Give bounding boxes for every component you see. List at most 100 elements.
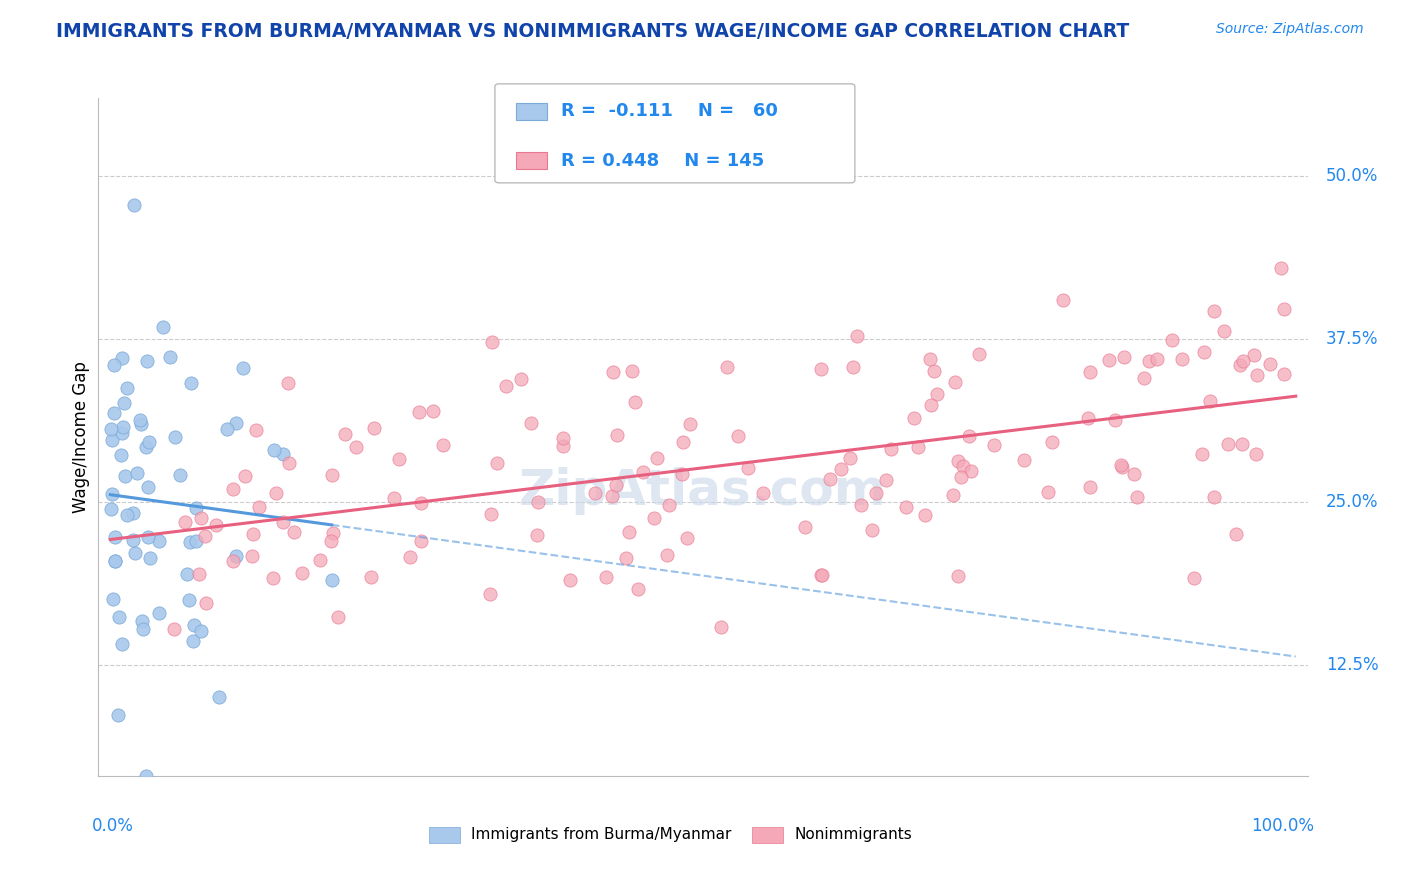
Point [1243,348,1265,362]
Point [907,441,929,455]
Point [1111,460,1133,475]
Point [100,422,122,436]
Point [1052,293,1074,307]
Point [520,416,543,430]
Point [110,637,132,651]
Point [1216,437,1239,451]
Point [104,554,127,568]
Point [1133,371,1156,385]
Point [1244,447,1267,461]
Point [217,421,239,435]
Text: 12.5%: 12.5% [1326,657,1378,674]
Point [388,451,411,466]
Text: Nonimmigrants: Nonimmigrants [794,828,912,842]
Point [100,502,122,516]
Point [242,549,264,563]
Point [658,498,681,512]
Point [321,468,343,483]
Point [148,533,170,548]
Point [104,530,127,544]
Point [115,508,138,522]
Text: 50.0%: 50.0% [1326,168,1378,186]
Point [328,610,350,624]
Point [914,508,936,522]
Point [319,533,342,548]
Point [820,472,842,486]
Point [245,424,267,438]
Point [1122,467,1144,482]
Point [1192,344,1215,359]
Point [152,320,174,334]
Point [624,395,647,409]
Point [271,515,294,529]
Point [112,396,135,410]
Point [1258,357,1281,371]
Point [1272,301,1295,316]
Text: Immigrants from Burma/Myanmar: Immigrants from Burma/Myanmar [471,828,731,842]
Point [291,566,314,580]
Point [277,376,299,390]
Point [479,587,502,601]
Point [344,440,367,454]
Point [278,456,301,470]
Point [333,427,356,442]
Point [509,372,531,386]
Point [131,614,153,628]
Point [188,566,211,581]
Point [103,359,125,373]
Point [1137,354,1160,368]
Point [408,404,430,418]
Point [627,582,650,596]
Point [1204,490,1226,504]
Point [173,516,195,530]
Point [382,491,405,505]
Point [249,500,271,514]
Point [176,567,198,582]
Point [1012,453,1035,467]
Point [283,524,305,539]
Point [264,485,287,500]
Point [1160,333,1182,347]
Point [943,376,966,390]
Point [233,468,256,483]
Point [903,411,925,425]
Point [208,690,231,705]
Point [526,528,548,542]
Point [122,198,145,212]
Point [727,429,749,443]
Point [1246,368,1268,382]
Point [184,534,207,549]
Point [752,486,775,500]
Point [1126,490,1149,504]
Point [169,467,191,482]
Point [1225,527,1247,541]
Point [114,469,136,483]
Text: R = 0.448    N = 145: R = 0.448 N = 145 [561,152,765,169]
Point [262,571,284,585]
Text: ZipAtlas.com: ZipAtlas.com [519,467,887,516]
Text: Source: ZipAtlas.com: Source: ZipAtlas.com [1216,22,1364,37]
Point [181,633,204,648]
Point [495,379,517,393]
Point [645,451,668,466]
Point [110,426,132,441]
Point [969,347,991,361]
Point [865,486,887,500]
Point [679,417,702,431]
Point [180,376,202,390]
Point [190,510,212,524]
Point [124,546,146,560]
Point [360,570,382,584]
Point [1098,353,1121,368]
Point [839,451,862,466]
Point [422,404,444,418]
Point [232,361,254,376]
Point [1171,351,1194,366]
Point [794,520,817,534]
Point [1270,261,1292,276]
Point [551,430,574,444]
Point [165,430,187,444]
Point [138,435,160,450]
Point [922,363,945,377]
Point [952,458,974,473]
